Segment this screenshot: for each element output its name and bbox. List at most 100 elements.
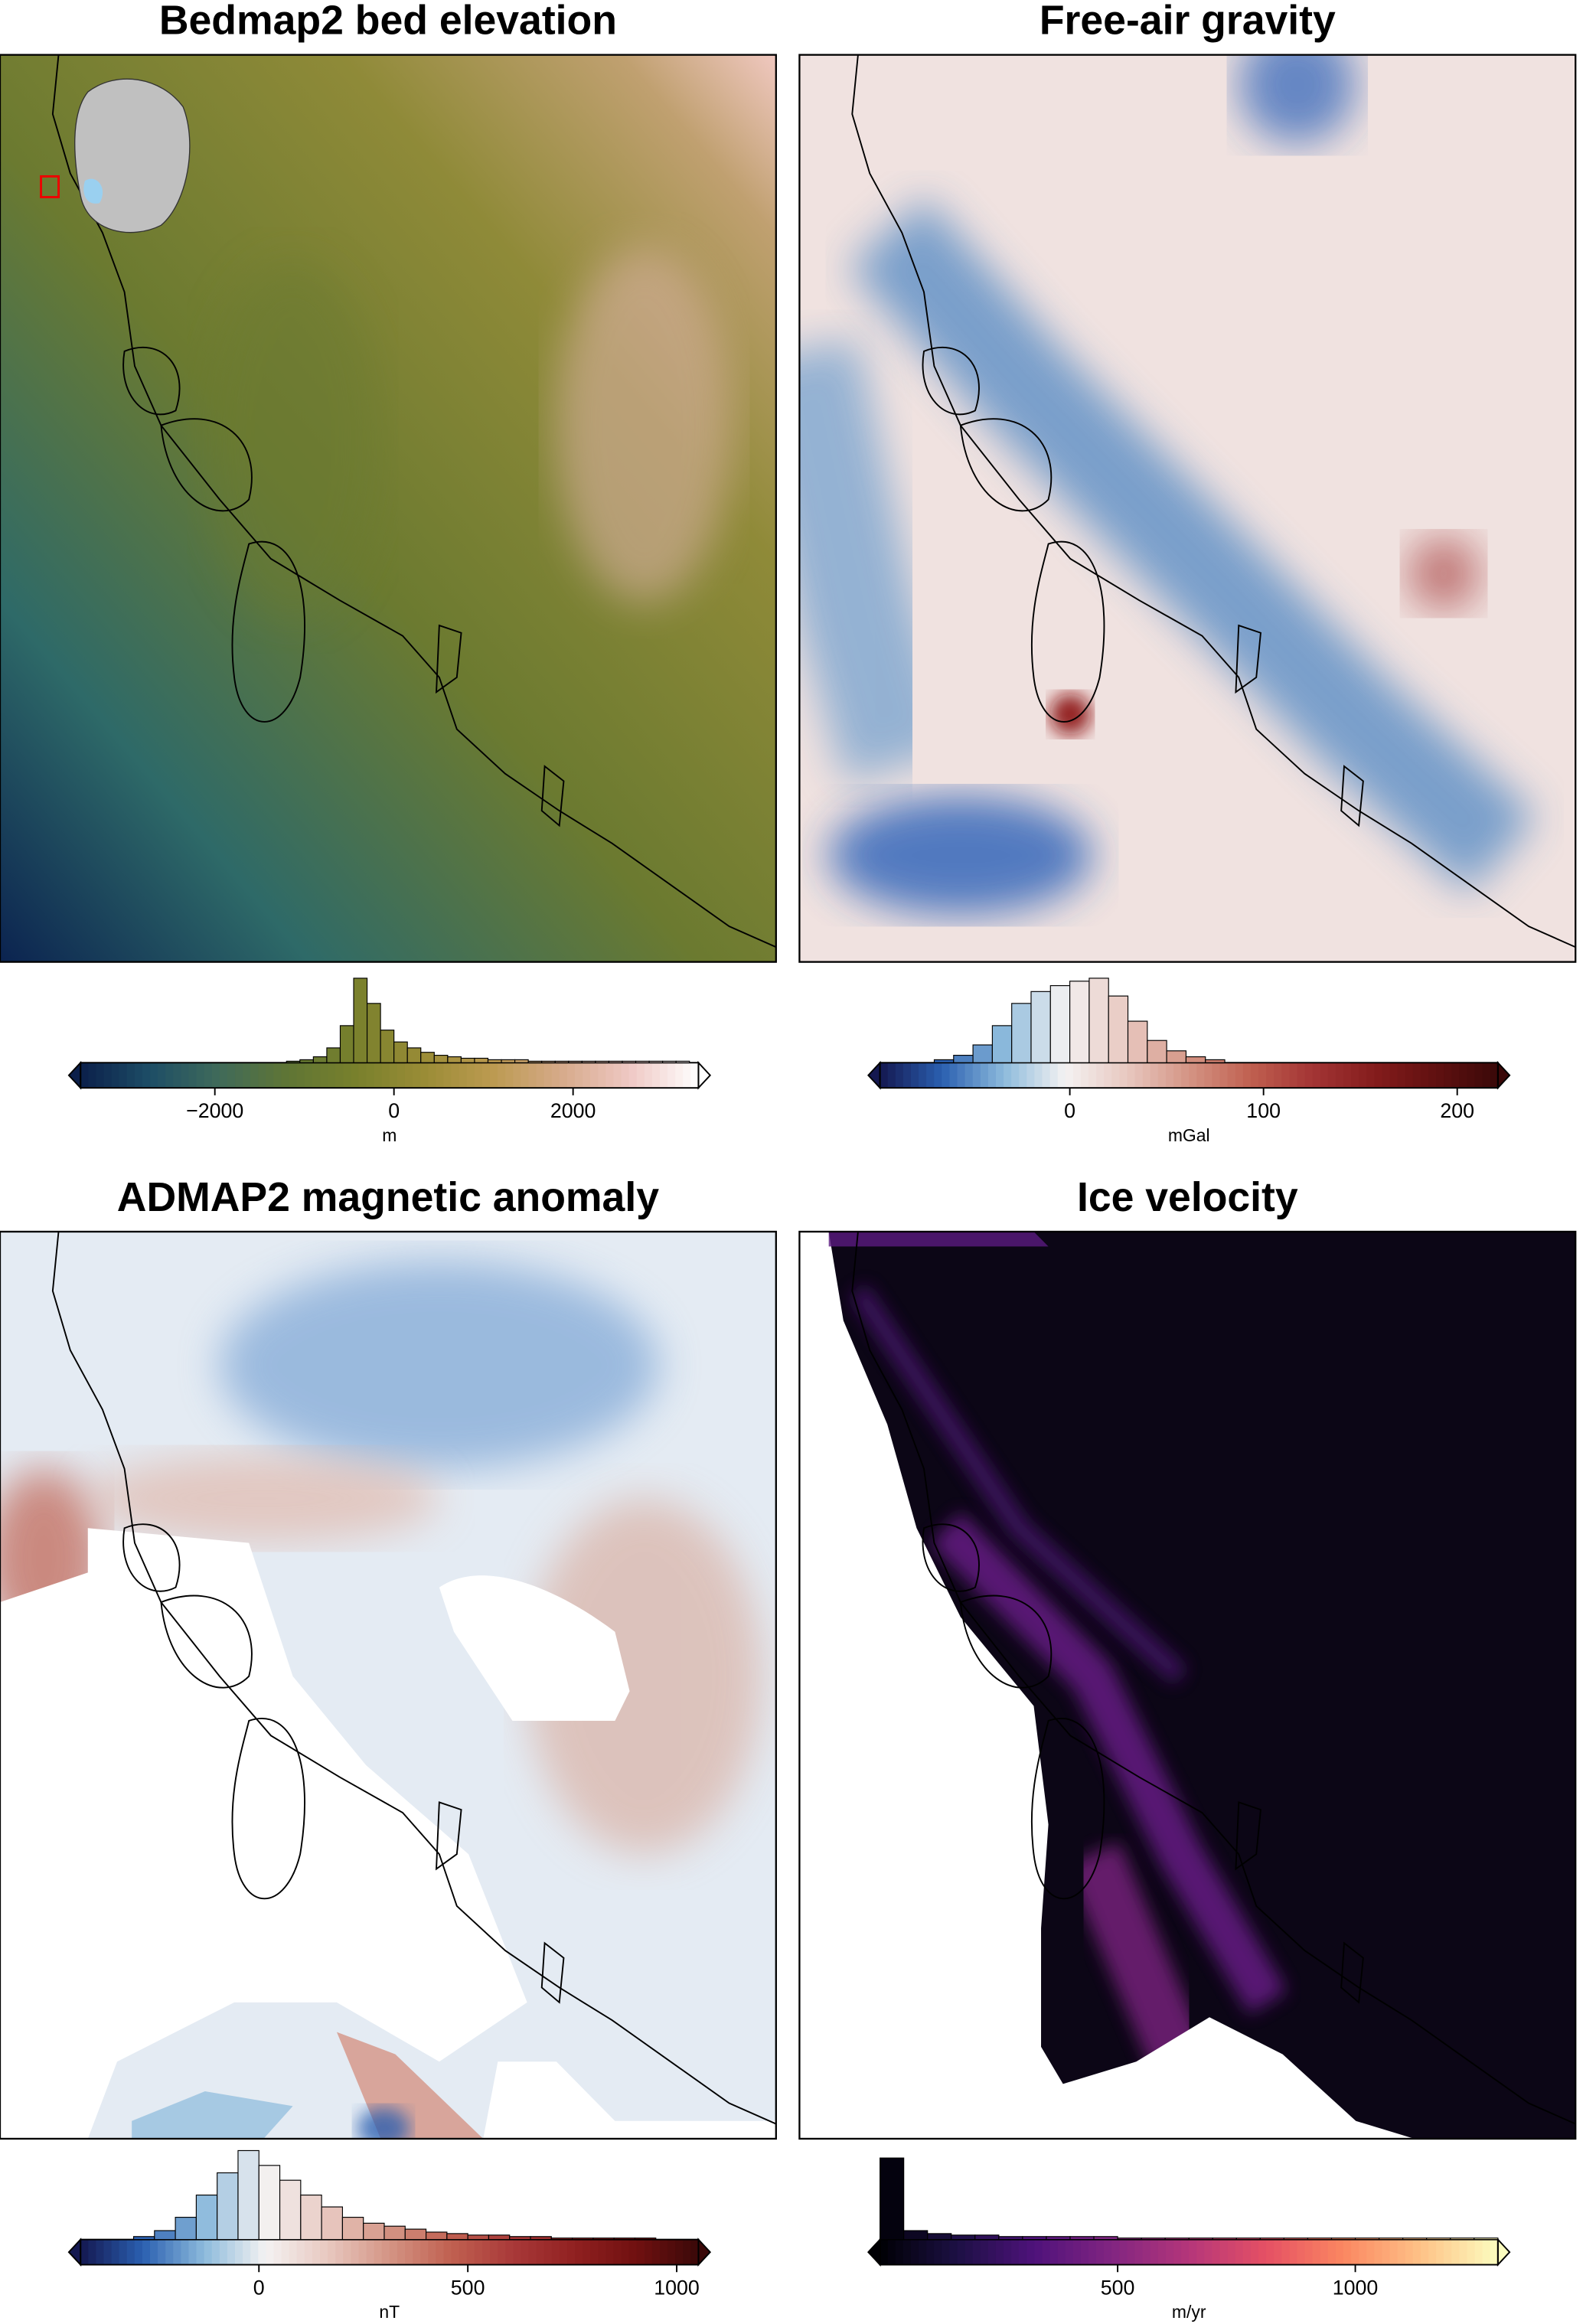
colorbar-segment	[1204, 1062, 1213, 1089]
colorbar-segment	[1049, 2239, 1059, 2265]
colorbar-segment	[1436, 2239, 1445, 2265]
colorbar-segment	[219, 1062, 229, 1089]
colorbar-segment	[1096, 2239, 1105, 2265]
colorbar-segment	[489, 2239, 499, 2265]
colorbar-segment	[498, 2239, 507, 2265]
colorbar-segment	[1219, 1062, 1229, 1089]
colorbar-segment	[1242, 2239, 1252, 2265]
colorbar-segment	[358, 2239, 367, 2265]
histogram-bar	[487, 1059, 502, 1063]
colorbar-segment	[1412, 2239, 1422, 2265]
colorbar-segment	[1080, 1062, 1090, 1089]
colorbar-segment	[590, 1062, 599, 1089]
colorbar-segment	[1490, 1062, 1499, 1089]
colorbar-segment	[1057, 2239, 1066, 2265]
colorbar-segment	[196, 1062, 205, 1089]
histogram-bar	[1147, 1040, 1167, 1063]
histogram-bar	[154, 2230, 176, 2241]
histogram-bar	[1141, 2238, 1166, 2241]
colorbar-segment	[1011, 1062, 1020, 1089]
histogram-bar	[433, 1055, 449, 1063]
colorbar-segment	[374, 2239, 383, 2265]
colorbar-segment	[919, 2239, 928, 2265]
histogram-bar	[446, 2233, 468, 2241]
colorbar-segment	[559, 1062, 569, 1089]
colorbar-segment	[987, 2239, 997, 2265]
map-velocity	[798, 1230, 1577, 2140]
colorbar-segment	[1258, 2239, 1268, 2265]
colorbar-segment	[188, 2239, 197, 2265]
colorbar-segment	[1026, 2239, 1036, 2265]
colorbar-segment	[173, 2239, 182, 2265]
colorbar-segment	[919, 1062, 928, 1089]
colorbar-segment	[474, 1062, 484, 1089]
colorbar-segment	[1482, 1062, 1491, 1089]
colorbar-tick-label: 100	[1246, 1099, 1281, 1122]
colorbar-segment	[204, 2239, 213, 2265]
colorbar-segment	[281, 1062, 290, 1089]
colorbar-segment	[980, 2239, 990, 2265]
colorbar-segment	[895, 1062, 905, 1089]
colorbar-segment	[1134, 1062, 1144, 1089]
colorbar-segment	[1444, 1062, 1453, 1089]
colorbar-segment	[1096, 1062, 1105, 1089]
histogram-bar	[1046, 2236, 1071, 2241]
colorbar-segment	[675, 1062, 684, 1089]
colorbar-segment	[1412, 1062, 1422, 1089]
colorbar-segment	[957, 1062, 966, 1089]
histogram-bar	[1307, 2238, 1333, 2241]
colorbar-segment	[1235, 1062, 1245, 1089]
histogram-bar	[991, 1025, 1013, 1063]
colorbar-segment	[1436, 1062, 1445, 1089]
colorbar-segment	[389, 2239, 399, 2265]
colorbar-segment	[1474, 1062, 1483, 1089]
colorbar-segment	[644, 2239, 654, 2265]
colorbar-extend	[697, 2238, 712, 2267]
colorbar-extend	[67, 2238, 82, 2267]
colorbar-segment	[1042, 2239, 1051, 2265]
colorbar-segment	[1304, 2239, 1314, 2265]
colorbar-segment	[1119, 2239, 1128, 2265]
histogram-bar	[554, 1060, 570, 1063]
colorbar-segment	[1374, 1062, 1383, 1089]
colorbar-segment	[320, 2239, 329, 2265]
colorbar-segment	[910, 2239, 920, 2265]
colorbar-segment	[536, 1062, 545, 1089]
histogram-bar	[406, 1047, 422, 1063]
colorbar-segment	[1343, 2239, 1353, 2265]
colorbar-segment	[413, 2239, 422, 2265]
colorbar-tick-label: 500	[1101, 2276, 1135, 2299]
colorbar-segment	[1351, 2239, 1360, 2265]
colorbar-tick-label: 2000	[550, 1099, 596, 1122]
histogram-bar	[1283, 2238, 1309, 2241]
colorbar-segment	[902, 1062, 912, 1089]
colorbar-segment	[1181, 2239, 1190, 2265]
colorbar-extend	[67, 1060, 82, 1090]
colorbar-segment	[235, 2239, 244, 2265]
colorbar-segment	[196, 2239, 205, 2265]
colorbar-segment	[667, 1062, 677, 1089]
colorbar-segment	[126, 1062, 135, 1089]
colorbar-segment	[243, 2239, 252, 2265]
colorbar-segment	[636, 2239, 645, 2265]
colorbar-segment	[613, 1062, 622, 1089]
histogram-bar	[998, 2236, 1023, 2241]
colorbar-segment	[1196, 1062, 1206, 1089]
colorbar-segment	[459, 2239, 468, 2265]
colorbar-segment	[566, 1062, 576, 1089]
colorbar-segment	[887, 2239, 896, 2265]
colorbar-segment	[1111, 1062, 1121, 1089]
colorbar-segment	[358, 1062, 367, 1089]
colorbar-segment	[1297, 2239, 1306, 2265]
colorbar-segment	[250, 1062, 259, 1089]
colorbar-segment	[374, 1062, 383, 1089]
histogram-bar	[972, 1044, 993, 1063]
colorbar-segment	[934, 2239, 943, 2265]
colorbar-segment	[605, 2239, 615, 2265]
colorbar-segment	[235, 1062, 244, 1089]
histogram-bar	[1049, 985, 1071, 1063]
colorbar-segment	[1150, 1062, 1160, 1089]
histogram-bar	[1127, 1020, 1148, 1063]
colorbar-segment	[1327, 2239, 1337, 2265]
colorbar-segment	[1250, 1062, 1260, 1089]
